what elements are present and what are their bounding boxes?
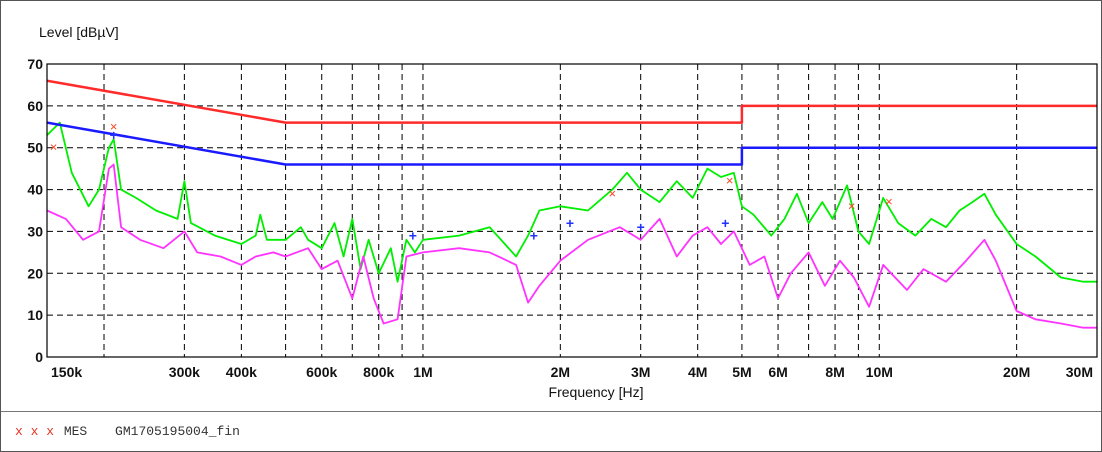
legend-label: MES <box>63 424 88 439</box>
marker-plus: + <box>110 127 118 143</box>
x-tick-label: 6M <box>768 364 787 380</box>
x-tick-label: 400k <box>226 364 257 380</box>
y-tick-label: 0 <box>35 349 43 365</box>
marker-plus: + <box>721 215 729 231</box>
y-tick-label: 40 <box>27 182 43 198</box>
x-tick-label: 10M <box>866 364 893 380</box>
marker-plus: + <box>530 228 538 244</box>
series-limit-qp <box>47 79 1097 124</box>
legend-row: x x x MES GM1705195004_fin <box>15 424 240 439</box>
x-tick-label: 4M <box>688 364 707 380</box>
y-tick-label: 10 <box>27 307 43 323</box>
legend-marker-symbols: x x x <box>15 424 55 439</box>
x-tick-label: 3M <box>631 364 650 380</box>
marker-plus: + <box>566 215 574 231</box>
legend-bar: x x x MES GM1705195004_fin <box>1 411 1101 452</box>
x-tick-label: 800k <box>363 364 394 380</box>
x-axis-title: Frequency [Hz] <box>549 384 644 400</box>
marker-plus: + <box>637 219 645 235</box>
marker-x: × <box>848 198 856 213</box>
series-average <box>47 163 1097 329</box>
marker-x: × <box>726 173 734 188</box>
marker-x: × <box>609 186 617 201</box>
x-tick-label: 20M <box>1003 364 1030 380</box>
plot-area <box>47 64 1097 357</box>
x-tick-label: 30M <box>1066 364 1093 380</box>
x-tick-label: 150k <box>51 364 82 380</box>
y-tick-label: 60 <box>27 98 43 114</box>
x-tick-label: 5M <box>732 364 751 380</box>
x-tick-label: 1M <box>413 364 432 380</box>
legend-file-name: GM1705195004_fin <box>115 424 240 439</box>
marker-plus: + <box>409 228 417 244</box>
marker-x: × <box>110 119 118 134</box>
marker-x: × <box>50 140 58 155</box>
x-tick-label: 300k <box>169 364 200 380</box>
x-tick-label: 8M <box>825 364 844 380</box>
y-tick-label: 70 <box>27 56 43 72</box>
x-tick-label: 600k <box>306 364 337 380</box>
y-axis-title: Level [dBµV] <box>39 24 119 40</box>
y-tick-label: 20 <box>27 265 43 281</box>
plot-border <box>46 63 1098 358</box>
series-peak <box>47 121 1097 283</box>
x-tick-label: 2M <box>551 364 570 380</box>
y-tick-label: 30 <box>27 223 43 239</box>
y-tick-label: 50 <box>27 140 43 156</box>
series-limit-av <box>47 121 1097 166</box>
marker-x: × <box>885 194 893 209</box>
